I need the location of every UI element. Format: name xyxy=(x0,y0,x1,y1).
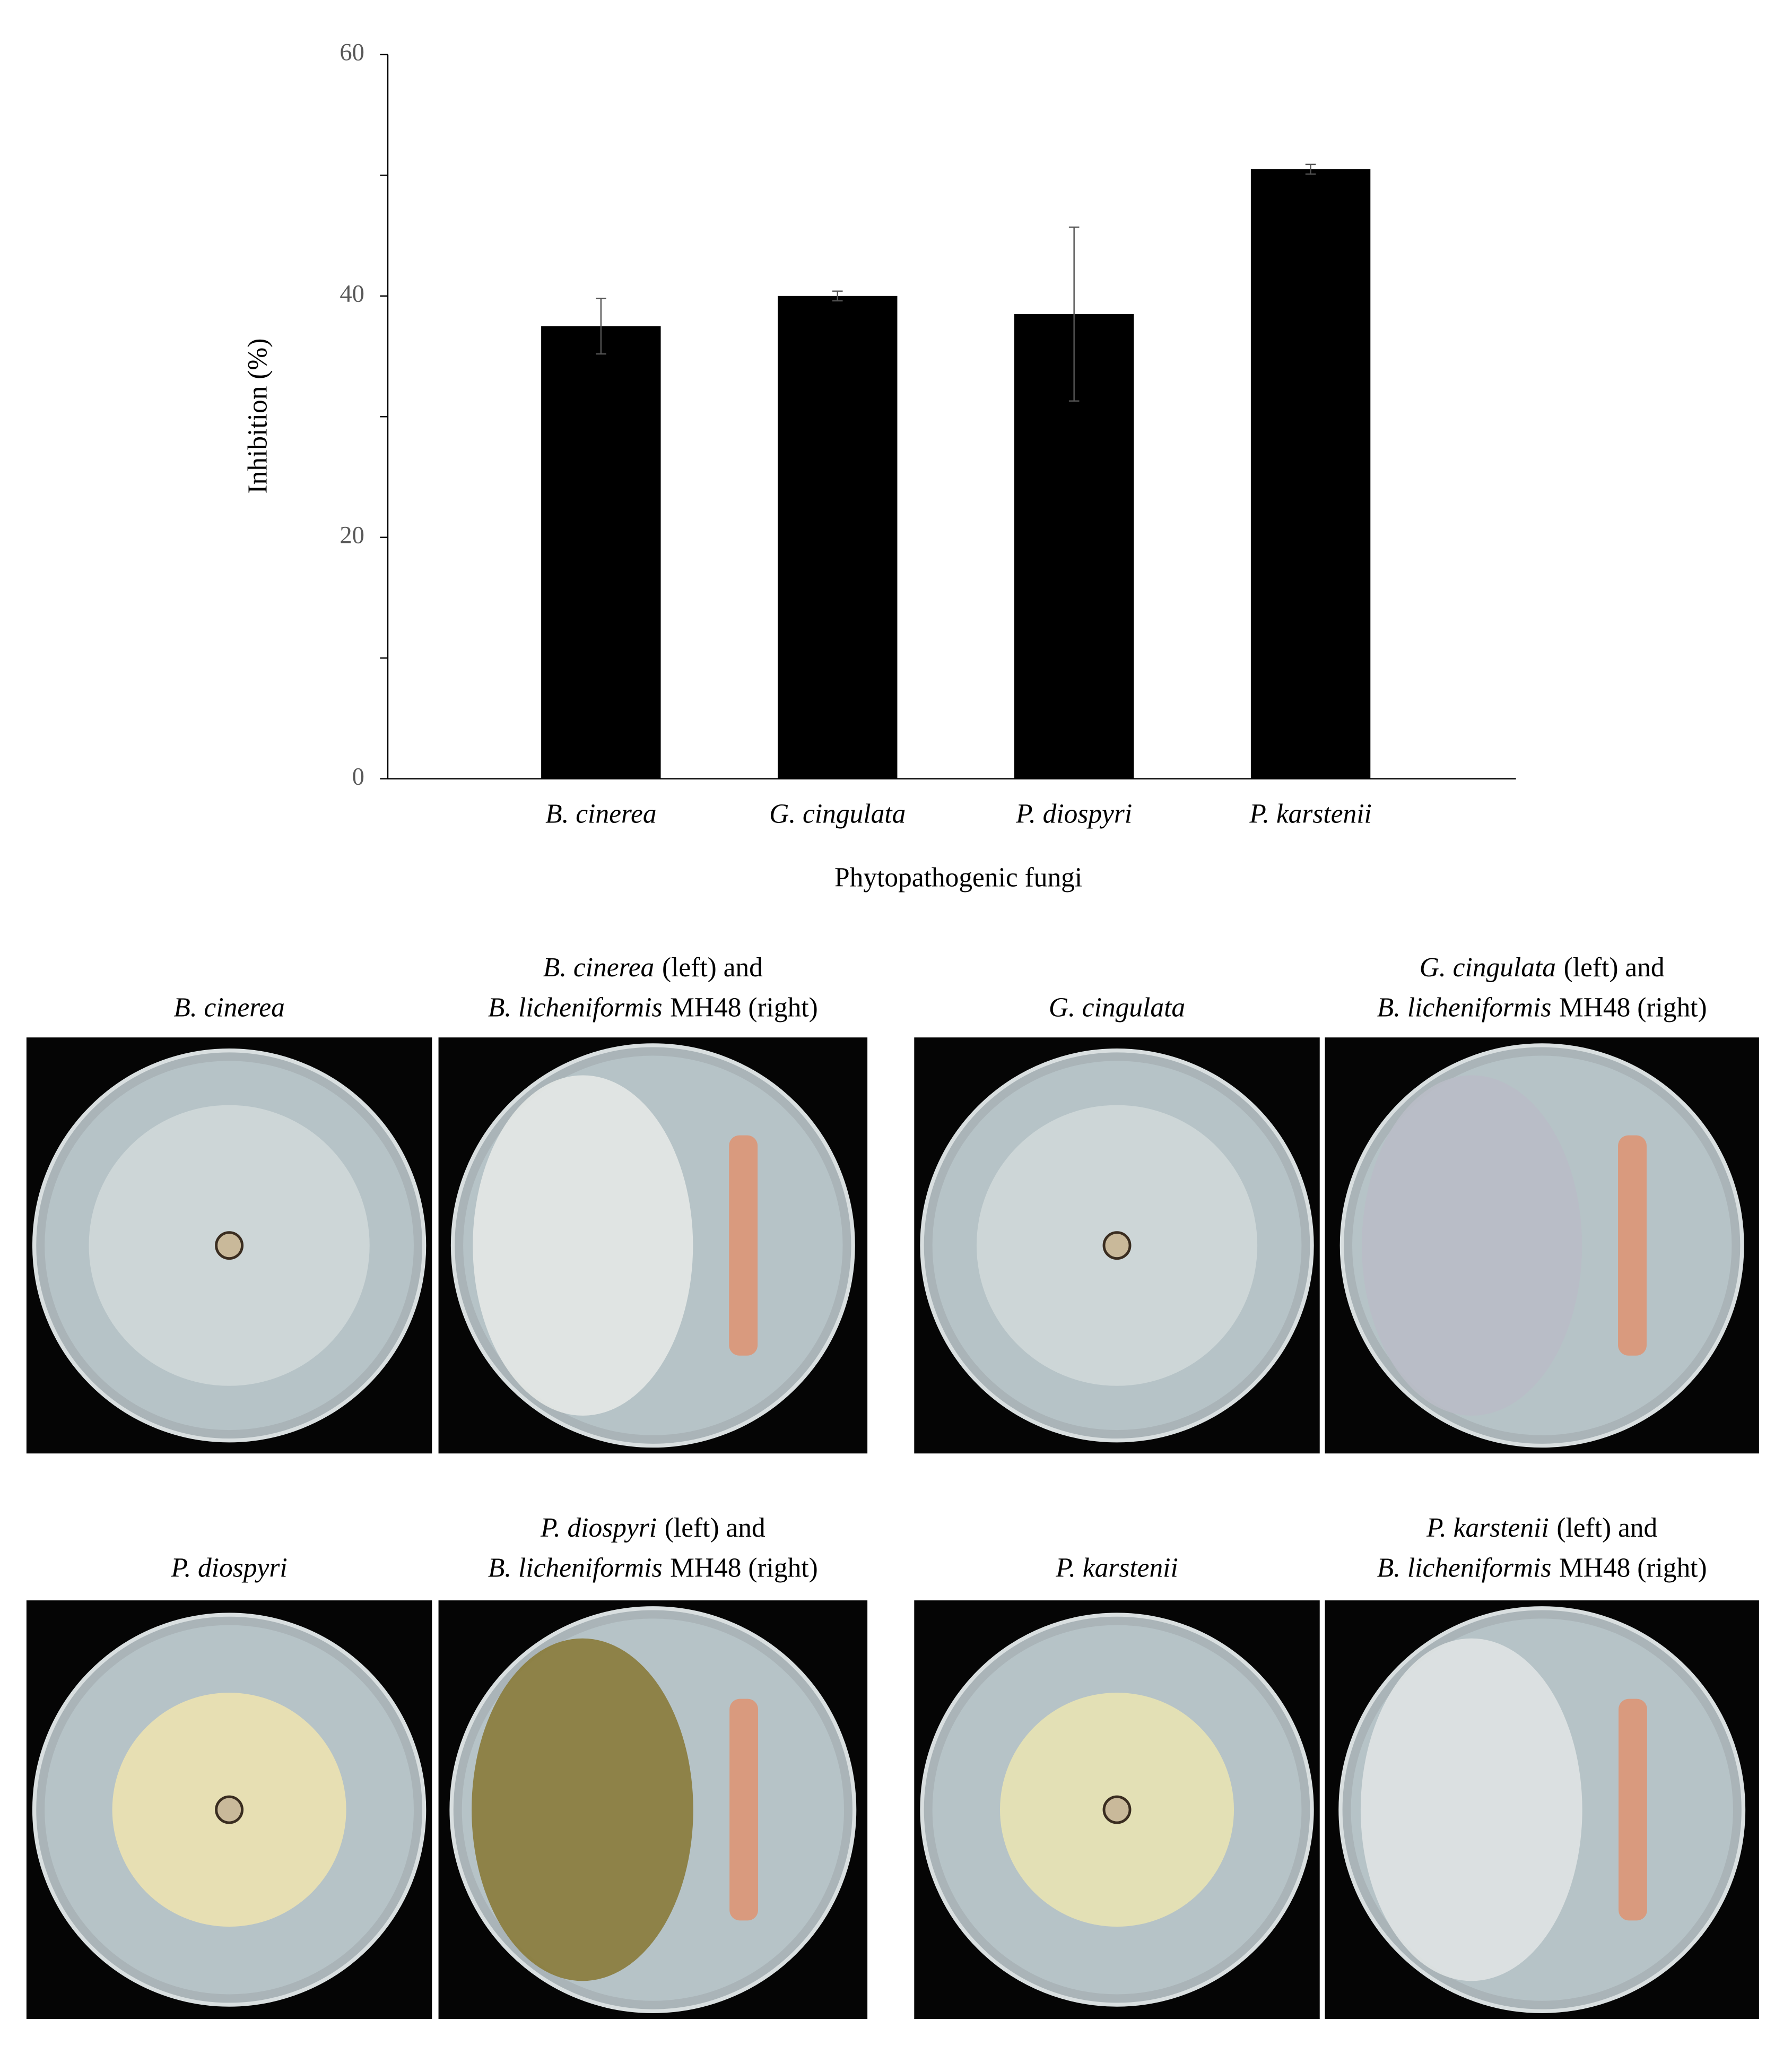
caption-text: (left) and xyxy=(665,1513,765,1543)
plug xyxy=(215,1231,244,1260)
plug xyxy=(1102,1231,1132,1260)
bacteria-streak xyxy=(1618,1135,1647,1356)
error-bar xyxy=(1305,163,1316,175)
caption: G. cingulata (left) and B. licheniformis MH… xyxy=(1377,952,1707,1023)
caption-text: B. licheniformis xyxy=(1377,993,1552,1023)
y-tick-label: 0 xyxy=(352,763,364,790)
colony xyxy=(473,1075,693,1416)
error-bar xyxy=(832,290,843,302)
colony xyxy=(1362,1075,1582,1416)
plug xyxy=(1102,1795,1132,1824)
colony xyxy=(1360,1638,1582,1981)
bacteria-streak xyxy=(1619,1699,1647,1921)
caption-text: MH48 (right) xyxy=(1559,1553,1707,1583)
error-bar xyxy=(1068,226,1080,402)
caption-text: G. cingulata xyxy=(1049,993,1185,1023)
y-axis-title: Inhibition (%) xyxy=(243,339,273,494)
x-axis-title: Phytopathogenic fungi xyxy=(834,863,1082,893)
plug xyxy=(215,1795,244,1824)
x-tick-label: B. cinerea xyxy=(545,799,656,829)
bar xyxy=(778,296,898,779)
caption: P. karstenii (left) and B. licheniformis MH… xyxy=(1377,1513,1707,1583)
bacteria-streak xyxy=(729,1135,758,1356)
caption-text: MH48 (right) xyxy=(670,993,818,1023)
y-tick-label: 40 xyxy=(340,280,364,307)
caption-text: P. karstenii xyxy=(1426,1513,1549,1543)
x-tick-label: G. cingulata xyxy=(769,799,906,829)
caption-text: B. cinerea xyxy=(543,952,654,983)
caption: G. cingulata xyxy=(1049,993,1185,1023)
caption: B. cinerea xyxy=(173,993,284,1023)
caption-text: (left) and xyxy=(662,952,763,983)
y-tick-label: 60 xyxy=(340,39,364,66)
caption-text: G. cingulata xyxy=(1420,952,1556,983)
bacteria-streak xyxy=(729,1699,759,1921)
bar xyxy=(541,326,661,779)
x-tick-label: P. karstenii xyxy=(1249,799,1372,829)
caption-text: (left) and xyxy=(1556,1513,1657,1543)
caption-text: B. licheniformis xyxy=(1377,1553,1552,1583)
caption-text: B. cinerea xyxy=(173,993,284,1023)
caption-text: MH48 (right) xyxy=(670,1553,818,1583)
caption-text: B. licheniformis xyxy=(488,1553,663,1583)
caption-text: MH48 (right) xyxy=(1559,993,1707,1023)
y-tick-label: 20 xyxy=(340,522,364,549)
caption-text: P. diospyri xyxy=(171,1553,288,1583)
caption: P. diospyri (left) and B. licheniformis MH4… xyxy=(488,1513,818,1583)
colony xyxy=(472,1638,693,1981)
bar xyxy=(1250,169,1371,779)
caption: P. karstenii xyxy=(1055,1553,1178,1583)
x-tick-label: P. diospyri xyxy=(1015,799,1132,829)
caption: B. cinerea (left) and B. licheniformis MH48… xyxy=(488,952,818,1023)
caption-text: P. karstenii xyxy=(1055,1553,1178,1583)
caption-text: P. diospyri xyxy=(540,1513,657,1543)
error-bar xyxy=(596,298,606,355)
caption-text: (left) and xyxy=(1564,952,1665,983)
caption-text: B. licheniformis xyxy=(488,993,663,1023)
caption: P. diospyri xyxy=(171,1553,288,1583)
